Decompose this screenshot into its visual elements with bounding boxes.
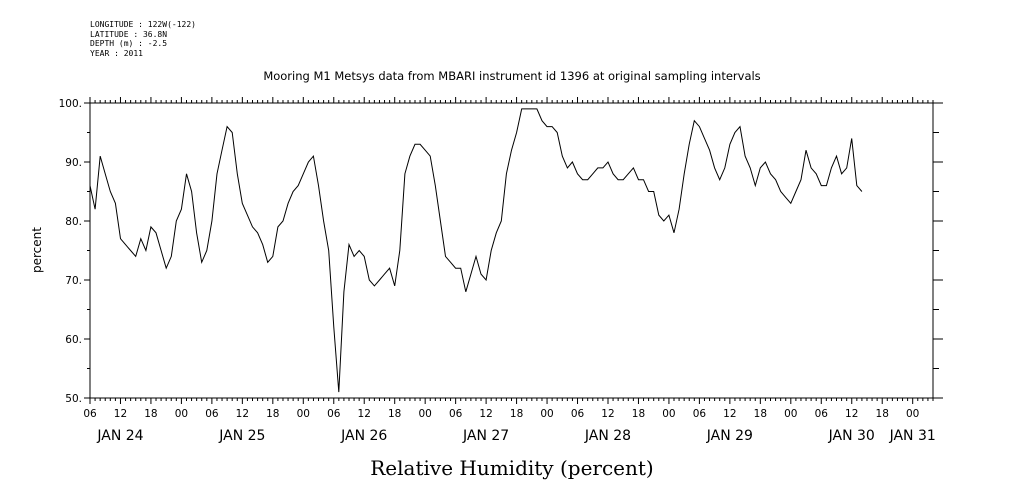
axis-labels: 06 12 18 00 06 12 18 00 06 12 18 00 06 12 18 00 06 12 18 00… — [59, 98, 936, 444]
x-tick-label: 00 — [418, 408, 431, 420]
depth-text: DEPTH (m) : -2.5 — [90, 39, 168, 48]
x-tick-label: 12 — [845, 408, 858, 420]
x-tick-label: 00 — [784, 408, 797, 420]
x-tick-label: 00 — [662, 408, 675, 420]
y-tick-label: 80. — [65, 216, 82, 228]
y-tick-label: 90. — [65, 157, 82, 169]
x-tick-label: 06 — [327, 408, 341, 420]
x-tick-label: 12 — [236, 408, 249, 420]
year-text: YEAR : 2011 — [90, 48, 143, 58]
x-tick-label: 12 — [358, 408, 371, 420]
x-tick-label: 18 — [266, 408, 279, 420]
humidity-line — [89, 108, 863, 393]
latitude-text: LATITUDE : 36.8N — [90, 29, 168, 39]
x-tick-label: 06 — [83, 408, 97, 420]
x-tick-label: 00 — [297, 408, 310, 420]
x-tick-label: 18 — [388, 408, 401, 420]
x-tick-label: 00 — [906, 408, 919, 420]
x-tick-label: 12 — [723, 408, 736, 420]
longitude-text: LONGITUDE : 122W(-122) — [90, 20, 196, 29]
x-day-label: JAN 31 — [889, 428, 936, 444]
x-tick-label: 06 — [693, 408, 707, 420]
x-day-label: JAN 24 — [96, 428, 143, 444]
x-tick-label: 06 — [205, 408, 219, 420]
plot-frame — [89, 102, 934, 399]
x-tick-label: 06 — [571, 408, 585, 420]
metadata-block: LONGITUDE : 122W(-122) LATITUDE : 36.8N … — [90, 20, 196, 58]
x-tick-label: 12 — [601, 408, 614, 420]
x-day-label: JAN 28 — [584, 428, 631, 444]
x-day-label: JAN 30 — [828, 428, 875, 444]
x-axis-label: Relative Humidity (percent) — [370, 456, 653, 480]
x-tick-label: 18 — [754, 408, 767, 420]
y-tick-label: 100. — [59, 98, 82, 110]
y-tick-label: 70. — [65, 275, 82, 287]
x-day-label: JAN 26 — [340, 428, 387, 444]
y-tick-label: 60. — [65, 334, 82, 346]
x-tick-label: 12 — [479, 408, 492, 420]
x-day-label: JAN 27 — [462, 428, 509, 444]
x-tick-label: 18 — [510, 408, 523, 420]
y-axis-label: percent — [30, 227, 44, 273]
x-tick-label: 18 — [876, 408, 889, 420]
x-tick-label: 00 — [540, 408, 553, 420]
y-tick-label: 50. — [65, 393, 82, 405]
x-tick-label: 06 — [449, 408, 463, 420]
axis-ticks — [84, 97, 943, 404]
x-tick-label: 00 — [175, 408, 188, 420]
x-day-label: JAN 29 — [706, 428, 753, 444]
chart-title: Mooring M1 Metsys data from MBARI instru… — [263, 69, 760, 83]
x-day-label: JAN 25 — [218, 428, 265, 444]
x-tick-label: 18 — [144, 408, 157, 420]
x-tick-label: 12 — [114, 408, 127, 420]
x-tick-label: 18 — [632, 408, 645, 420]
x-tick-label: 06 — [815, 408, 829, 420]
